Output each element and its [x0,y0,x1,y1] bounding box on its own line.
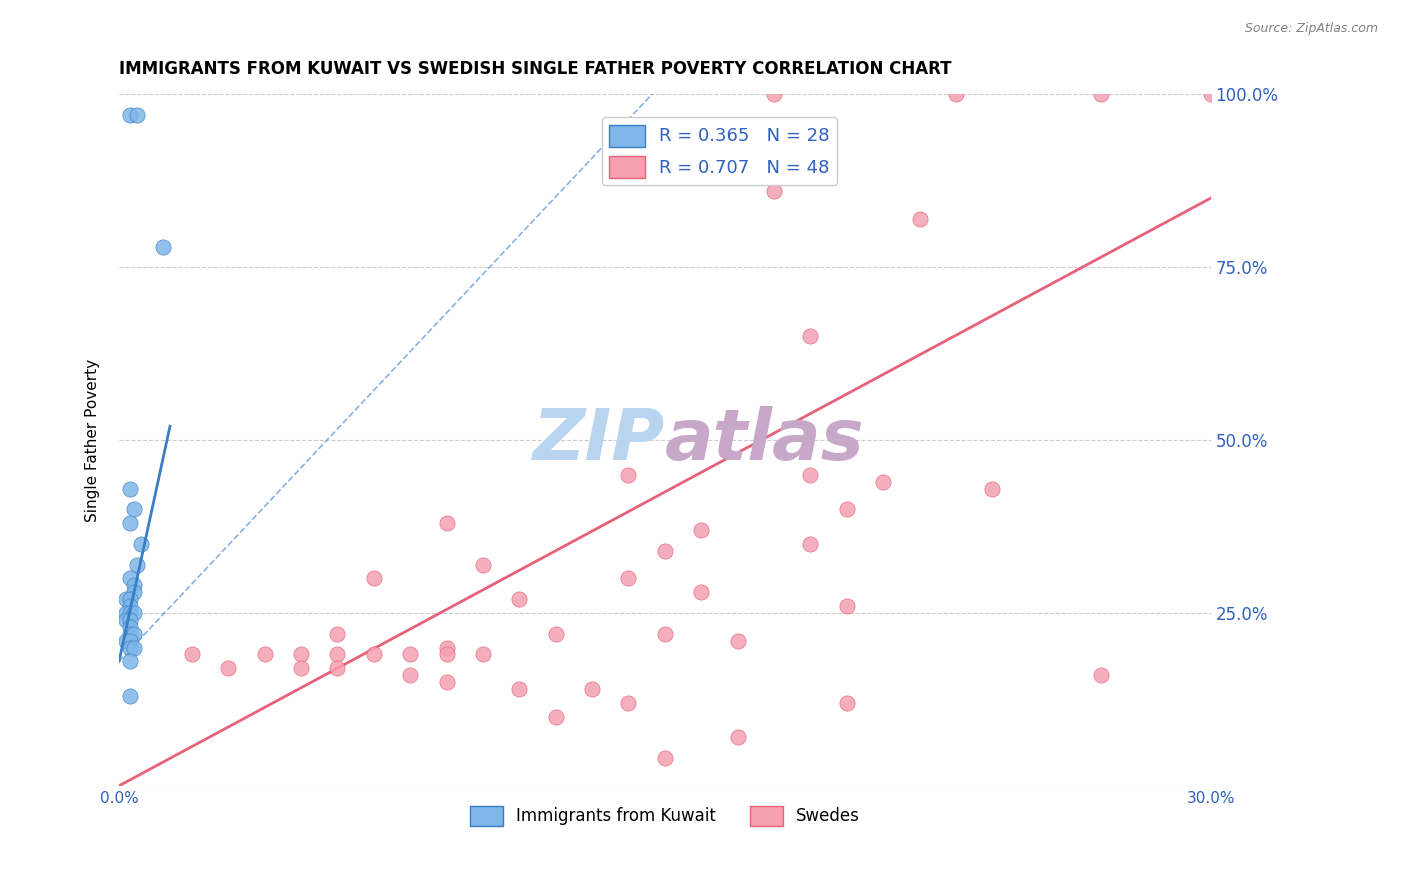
Point [118,620,141,634]
Point [1090,87,1112,102]
Point [363,571,385,585]
Point [122,606,145,620]
Point [471,558,494,572]
Point [217,661,239,675]
Point [118,633,141,648]
Point [127,108,149,122]
Point [1090,668,1112,682]
Legend: Immigrants from Kuwait, Swedes: Immigrants from Kuwait, Swedes [463,799,866,833]
Point [544,626,567,640]
Point [122,502,145,516]
Point [118,108,141,122]
Text: atlas: atlas [665,406,865,475]
Point [436,675,458,690]
Point [654,543,676,558]
Point [471,648,494,662]
Point [115,606,138,620]
Point [152,239,174,253]
Point [326,626,349,640]
Point [118,654,141,668]
Point [763,87,786,102]
Point [115,633,138,648]
Point [326,661,349,675]
Point [835,502,858,516]
Point [129,537,152,551]
Point [118,599,141,613]
Point [617,467,640,482]
Point [654,751,676,765]
Text: Source: ZipAtlas.com: Source: ZipAtlas.com [1244,22,1378,36]
Point [122,585,145,599]
Point [872,475,894,489]
Point [690,523,713,537]
Point [436,648,458,662]
Point [581,681,603,696]
Point [115,592,138,607]
Point [363,648,385,662]
Point [118,613,141,627]
Point [763,184,786,198]
Point [326,648,349,662]
Point [654,626,676,640]
Point [544,709,567,723]
Point [118,592,141,607]
Text: ZIP: ZIP [533,406,665,475]
Point [122,640,145,655]
Point [118,571,141,585]
Point [690,585,713,599]
Point [508,681,530,696]
Point [118,689,141,703]
Point [727,633,749,648]
Point [122,578,145,592]
Point [436,640,458,655]
Point [399,648,422,662]
Point [981,482,1004,496]
Point [1199,87,1222,102]
Point [799,537,821,551]
Point [835,599,858,613]
Point [835,696,858,710]
Point [118,482,141,496]
Y-axis label: Single Father Poverty: Single Father Poverty [86,359,100,522]
Point [118,516,141,530]
Point [508,592,530,607]
Point [617,571,640,585]
Point [617,696,640,710]
Point [122,626,145,640]
Point [253,648,276,662]
Point [945,87,967,102]
Point [399,668,422,682]
Text: IMMIGRANTS FROM KUWAIT VS SWEDISH SINGLE FATHER POVERTY CORRELATION CHART: IMMIGRANTS FROM KUWAIT VS SWEDISH SINGLE… [120,60,952,78]
Point [799,329,821,343]
Point [115,613,138,627]
Point [727,731,749,745]
Point [290,648,312,662]
Point [118,626,141,640]
Point [118,606,141,620]
Point [908,211,931,226]
Point [436,516,458,530]
Point [180,648,202,662]
Point [290,661,312,675]
Point [118,640,141,655]
Point [127,558,149,572]
Point [799,467,821,482]
